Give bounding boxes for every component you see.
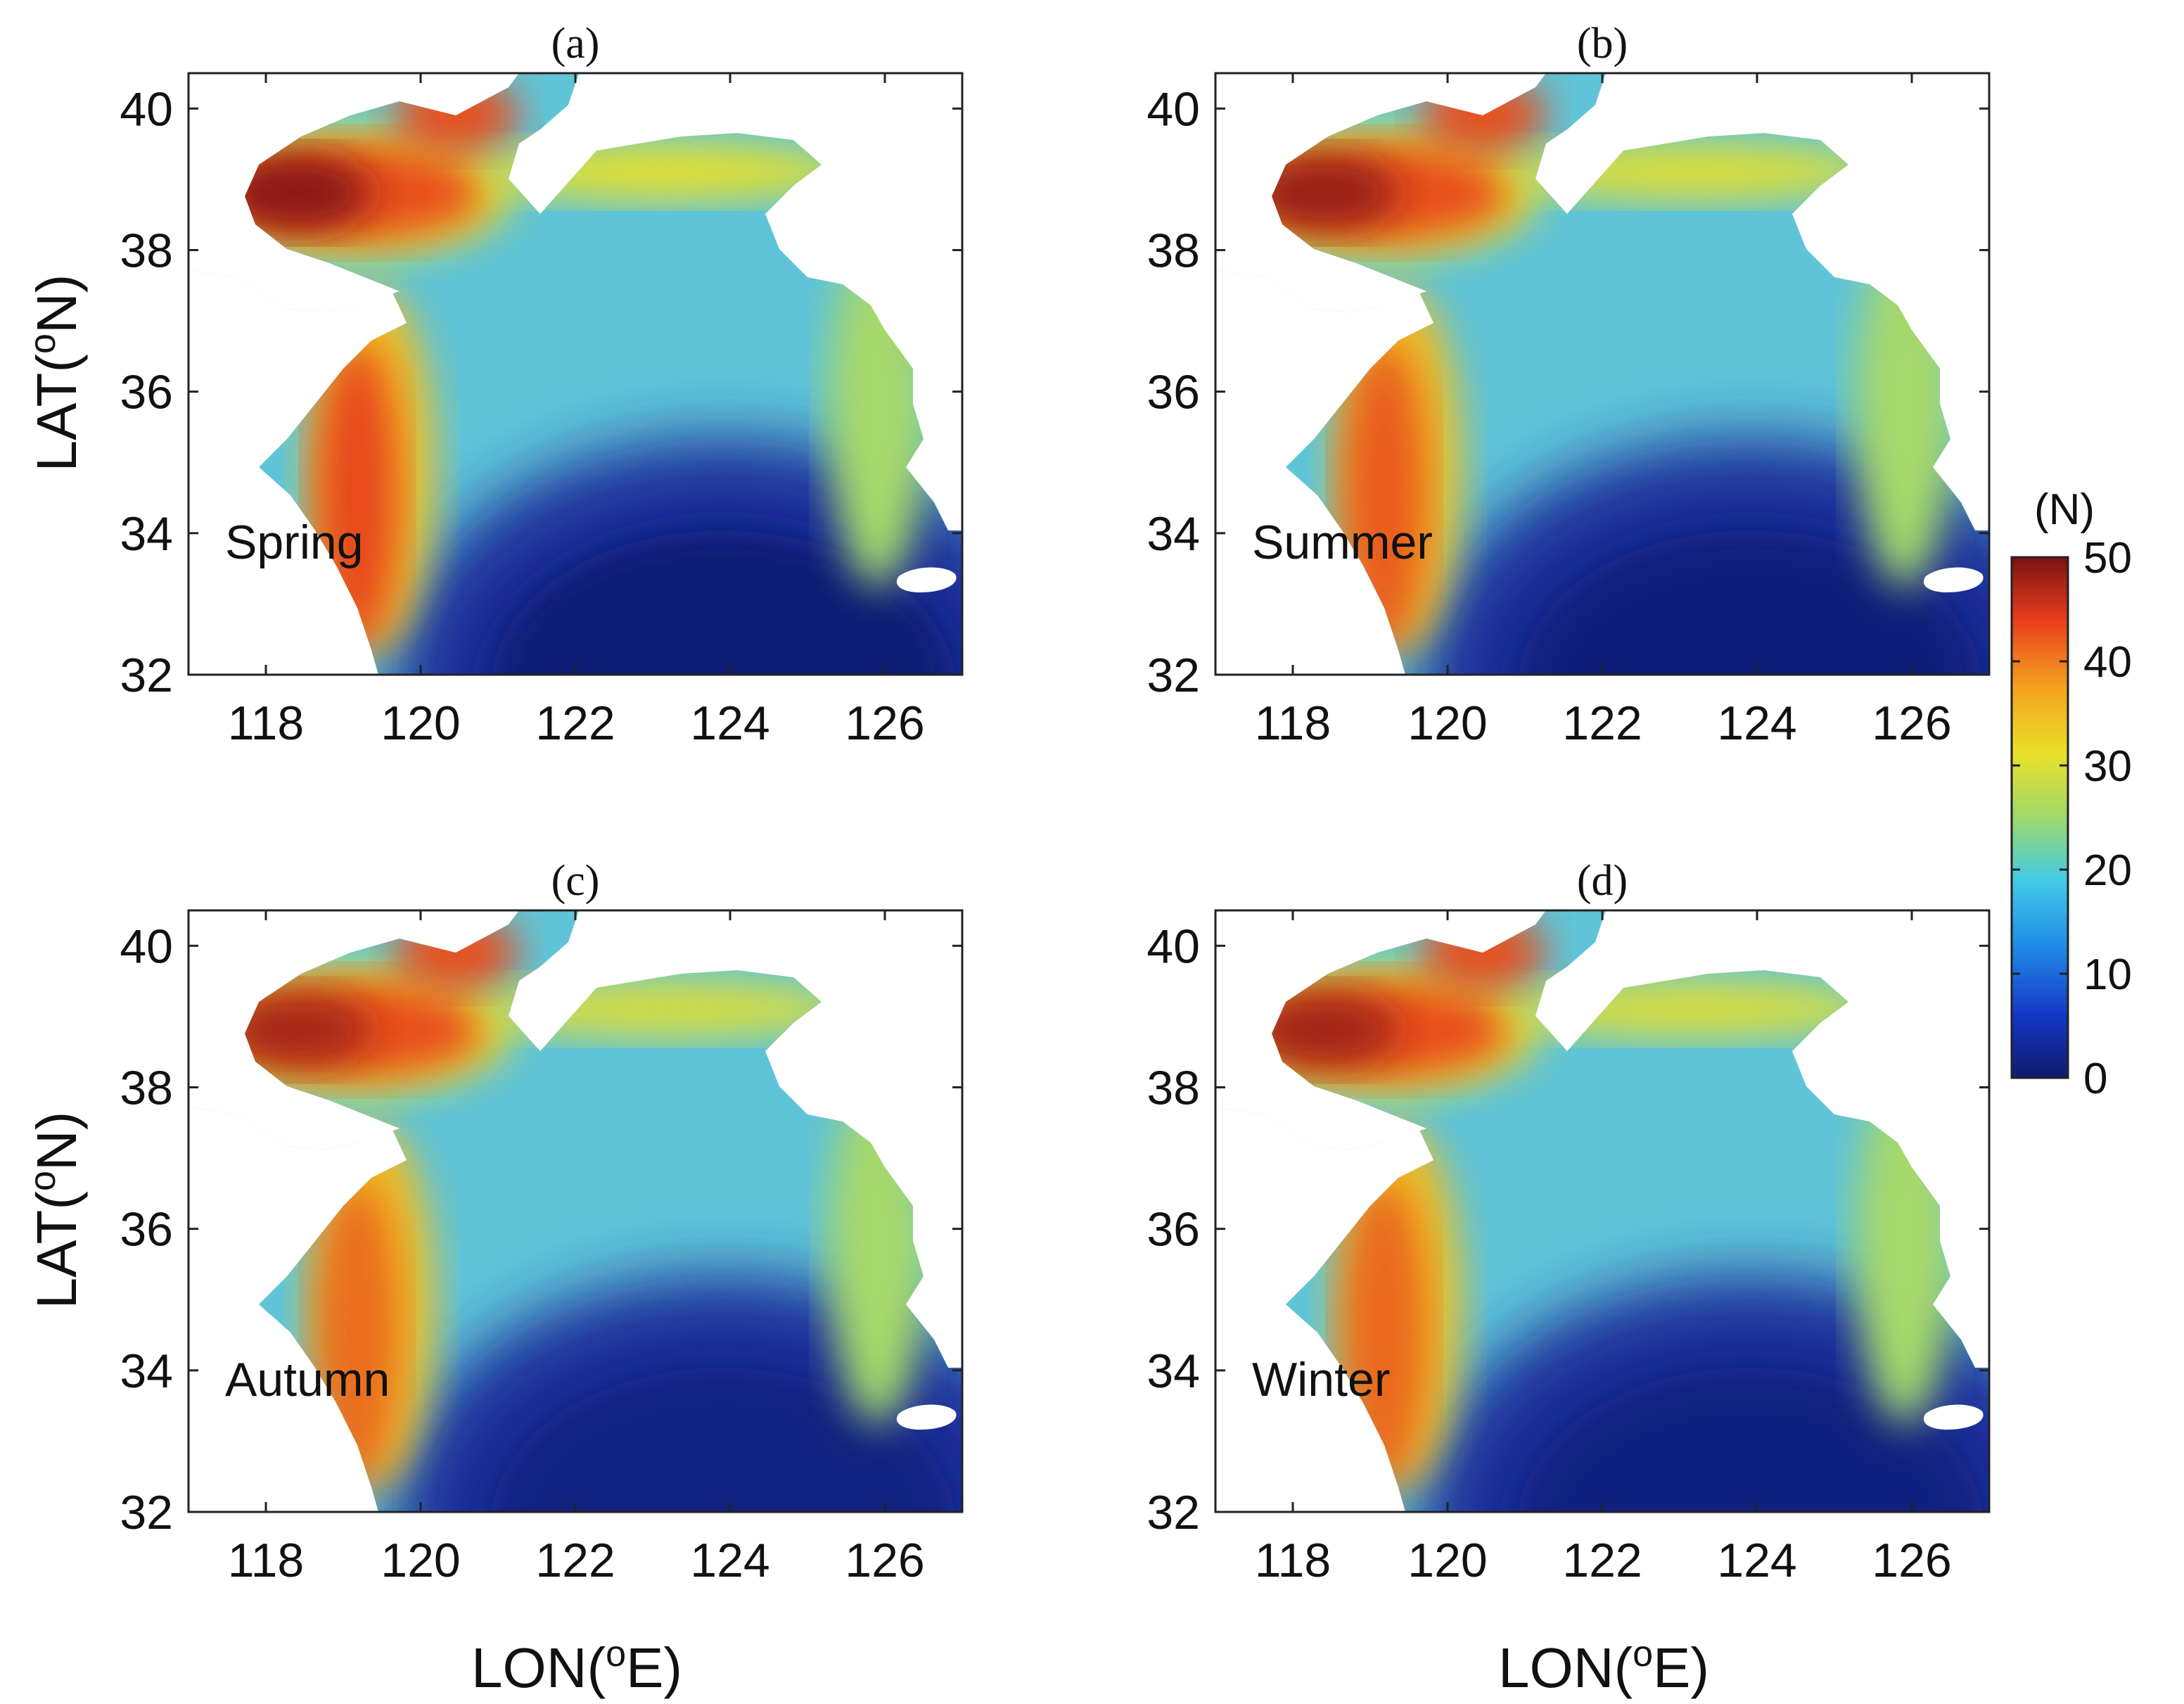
land-mass-0 — [189, 910, 519, 1150]
land-mass-3 — [1912, 1167, 1989, 1368]
colorbar-tick-label: 20 — [2083, 846, 2132, 895]
y-tick-label: 36 — [1147, 366, 1200, 419]
season-label: Winter — [1252, 1353, 1390, 1406]
x-tick-label: 118 — [228, 1534, 304, 1587]
land-mass-0 — [189, 73, 519, 312]
y-tick-label: 34 — [120, 507, 173, 561]
y-axis-label-top: LAT(oN) — [23, 274, 88, 472]
y-tick-label: 32 — [120, 1486, 173, 1539]
y-tick-label: 38 — [1147, 224, 1200, 277]
season-label: Spring — [225, 516, 364, 569]
svg-text:LAT(oN): LAT(oN) — [23, 274, 88, 472]
y-tick-label: 32 — [120, 649, 173, 702]
x-tick-label: 120 — [1407, 697, 1487, 750]
colorbar-tick-label: 10 — [2083, 950, 2132, 999]
x-tick-label: 118 — [1255, 697, 1331, 750]
map-panel-3: 118 120 122 124 126 32 34 36 38 40 (d) Winter — [1147, 857, 1991, 1587]
y-tick-label: 36 — [1147, 1203, 1200, 1257]
colorbar-gradient — [2010, 556, 2069, 1079]
y-tick-label: 40 — [1147, 82, 1200, 136]
y-tick-label: 32 — [1147, 1486, 1200, 1539]
svg-text:LON(oE): LON(oE) — [1498, 1634, 1709, 1699]
land-mass-4 — [1923, 567, 1984, 592]
x-tick-label: 124 — [690, 697, 769, 750]
land-mass-2 — [1535, 910, 1989, 1167]
y-tick-label: 40 — [1147, 920, 1200, 973]
x-tick-label: 124 — [690, 1534, 769, 1587]
land-mass-4 — [1923, 1404, 1984, 1430]
y-tick-label: 34 — [1147, 1344, 1200, 1398]
y-tick-label: 38 — [120, 1061, 173, 1114]
land-mass-0 — [1215, 910, 1546, 1150]
colorbar: (N) 0 10 20 30 40 50 — [2010, 485, 2132, 1103]
x-tick-label: 126 — [1872, 1534, 1951, 1587]
season-label: Autumn — [225, 1353, 390, 1406]
land-mass-1 — [1215, 270, 1433, 675]
land-mass-1 — [189, 1107, 407, 1512]
panel-label: (b) — [1577, 20, 1628, 68]
x-tick-label: 122 — [535, 697, 615, 750]
land-mass-1 — [1215, 1107, 1433, 1512]
y-tick-label: 34 — [1147, 507, 1200, 561]
land-mass-1 — [189, 270, 407, 675]
map-panel-2: 118 120 122 124 126 32 34 36 38 40 (c) Autumn — [120, 857, 964, 1587]
panel-label: (a) — [551, 20, 600, 68]
x-tick-label: 124 — [1717, 697, 1796, 750]
svg-text:LON(oE): LON(oE) — [471, 1634, 682, 1699]
y-tick-label: 32 — [1147, 649, 1200, 702]
map-panel-0: 118 120 122 124 126 32 34 36 38 40 (a) Spring — [120, 20, 964, 750]
y-tick-label: 34 — [120, 1344, 173, 1398]
x-tick-label: 122 — [535, 1534, 615, 1587]
land-mass-3 — [885, 330, 962, 530]
x-tick-label: 126 — [845, 1534, 924, 1587]
y-tick-label: 36 — [120, 366, 173, 419]
colorbar-unit: (N) — [2034, 485, 2095, 534]
colorbar-tick-label: 40 — [2083, 638, 2132, 687]
colorbar-tick-label: 50 — [2083, 534, 2132, 583]
y-axis-label-bottom: LAT(oN) — [23, 1112, 88, 1309]
y-tick-label: 36 — [120, 1203, 173, 1257]
land-mass-2 — [1535, 73, 1989, 330]
land-mass-4 — [896, 1404, 957, 1430]
y-tick-label: 40 — [120, 920, 173, 973]
colorbar-tick-label: 30 — [2083, 742, 2132, 791]
x-axis-label-right: LON(oE) — [1498, 1634, 1709, 1699]
x-tick-label: 120 — [381, 1534, 460, 1587]
y-tick-label: 38 — [1147, 1061, 1200, 1114]
y-tick-label: 40 — [120, 82, 173, 136]
land-mass-2 — [509, 73, 962, 330]
x-tick-label: 120 — [381, 697, 460, 750]
land-mass-0 — [1215, 73, 1546, 312]
colorbar-tick-label: 0 — [2083, 1055, 2107, 1103]
y-tick-label: 38 — [120, 224, 173, 277]
panel-label: (d) — [1577, 857, 1628, 905]
map-panel-1: 118 120 122 124 126 32 34 36 38 40 (b) Summer — [1147, 20, 1991, 750]
season-label: Summer — [1252, 516, 1433, 569]
land-mass-3 — [1912, 330, 1989, 530]
panel-label: (c) — [551, 857, 600, 905]
x-tick-label: 126 — [845, 697, 924, 750]
x-tick-label: 118 — [1255, 1534, 1331, 1587]
x-tick-label: 122 — [1562, 697, 1642, 750]
land-mass-3 — [885, 1167, 962, 1368]
land-mass-2 — [509, 910, 962, 1167]
x-tick-label: 126 — [1872, 697, 1951, 750]
x-tick-label: 118 — [228, 697, 304, 750]
x-tick-label: 122 — [1562, 1534, 1642, 1587]
x-tick-label: 120 — [1407, 1534, 1487, 1587]
svg-text:LAT(oN): LAT(oN) — [23, 1112, 88, 1309]
x-axis-label-left: LON(oE) — [471, 1634, 682, 1699]
x-tick-label: 124 — [1717, 1534, 1796, 1587]
land-mass-4 — [896, 567, 957, 592]
